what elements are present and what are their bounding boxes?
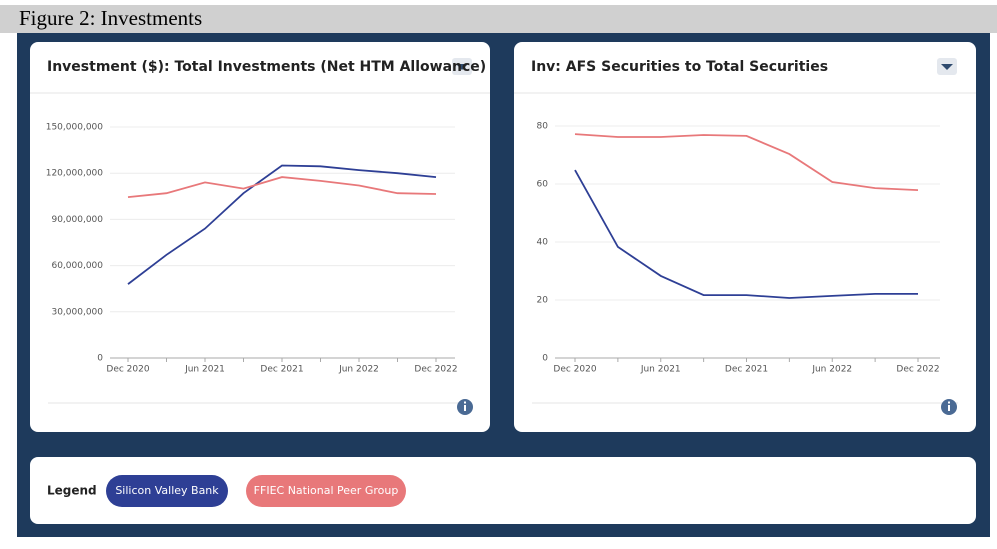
y-tick-label: 30,000,000 — [51, 307, 103, 317]
y-tick-label: 40 — [537, 238, 549, 248]
x-tick-label: Jun 2022 — [338, 365, 379, 375]
x-tick-label: Jun 2021 — [184, 365, 225, 375]
x-tick-label: Dec 2022 — [896, 365, 939, 375]
y-tick-label: 0 — [97, 354, 103, 364]
y-tick-label: 150,000,000 — [46, 123, 104, 133]
y-tick-label: 90,000,000 — [51, 215, 103, 225]
x-tick-label: Dec 2020 — [553, 365, 596, 375]
figure-title: Figure 2: Investments — [19, 6, 202, 30]
legend-item[interactable] — [246, 475, 406, 507]
legend-label: Silicon Valley Bank — [115, 484, 219, 497]
x-tick-label: Dec 2021 — [725, 365, 768, 375]
x-tick-label: Dec 2022 — [414, 365, 457, 375]
series-line — [574, 133, 919, 191]
y-tick-label: 60,000,000 — [51, 261, 103, 271]
chart-card — [514, 42, 976, 432]
y-tick-label: 0 — [542, 354, 548, 364]
dropdown-button[interactable] — [452, 58, 472, 75]
x-tick-label: Jun 2022 — [811, 365, 852, 375]
series-line — [574, 169, 918, 299]
chart-title: Investment ($): Total Investments (Net H… — [47, 59, 486, 75]
x-tick-label: Dec 2020 — [106, 365, 149, 375]
series-line — [127, 164, 437, 285]
y-tick-label: 80 — [537, 122, 549, 132]
legend-card — [30, 457, 976, 524]
legend-title: Legend — [47, 484, 97, 498]
info-icon[interactable] — [457, 399, 473, 415]
legend-label: FFIEC National Peer Group — [254, 484, 399, 497]
y-tick-label: 60 — [537, 180, 549, 190]
y-tick-label: 20 — [537, 296, 549, 306]
y-tick-label: 120,000,000 — [46, 169, 104, 179]
x-tick-label: Jun 2021 — [640, 365, 681, 375]
x-tick-label: Dec 2021 — [260, 365, 303, 375]
legend-item[interactable] — [106, 475, 228, 507]
chart-card — [30, 42, 490, 432]
dropdown-button[interactable] — [937, 58, 957, 75]
info-icon[interactable] — [941, 399, 957, 415]
chart-title: Inv: AFS Securities to Total Securities — [531, 59, 828, 75]
series-line — [127, 176, 437, 198]
header-bar — [0, 5, 997, 33]
